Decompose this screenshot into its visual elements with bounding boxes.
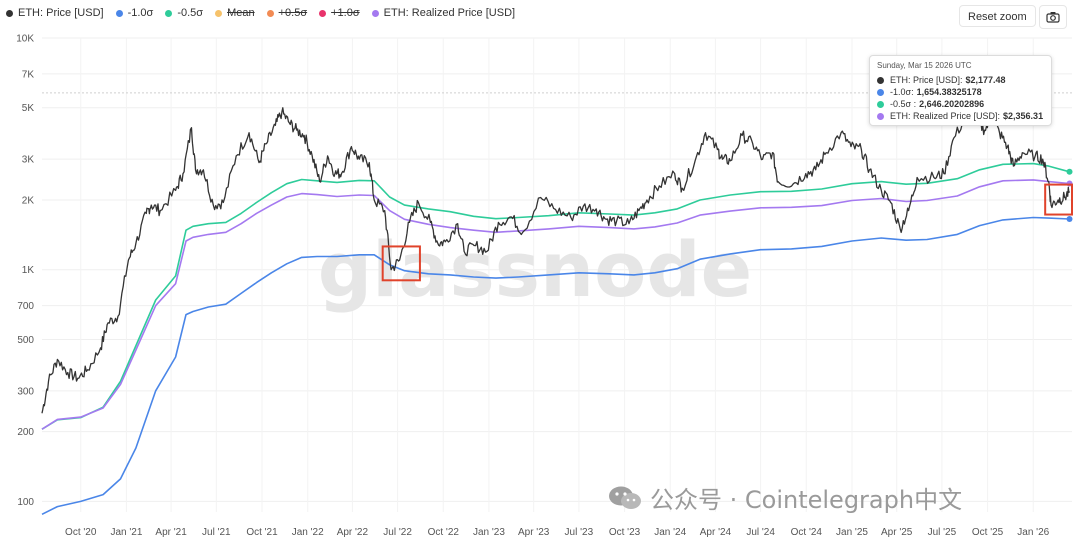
y-tick-label: 2K [22,195,35,206]
legend-label: +1.0σ [331,7,360,19]
tooltip-value: 1,654.38325178 [916,87,982,97]
legend-item-4[interactable]: +0.5σ [266,7,308,19]
y-tick-label: 200 [17,427,34,438]
legend-dot [165,9,173,17]
y-tick-label: 5K [22,103,35,114]
series-line--0-5- [41,162,1070,430]
legend-dot [371,9,379,17]
x-tick-label: Apr '25 [881,527,913,538]
x-tick-label: Jul '24 [746,527,775,538]
chart-legend: ETH: Price [USD] -1.0σ -0.5σ Mean +0.5σ +1.0σ… [6,6,527,20]
tooltip-dot [877,100,884,108]
x-tick-label: Jul '22 [383,527,412,538]
legend-item-2[interactable]: -0.5σ [165,7,203,19]
series-line-eth-realized-price-usd- [41,179,1070,430]
legend-item-1[interactable]: -1.0σ [115,7,154,19]
tooltip-value: 2,646.20202896 [919,99,985,109]
tooltip-dot [877,112,884,120]
tooltip-value: $2,177.48 [965,75,1006,85]
x-tick-label: Oct '25 [972,527,1004,538]
x-tick-label: Jan '22 [292,527,324,538]
x-tick-label: Jan '24 [654,527,686,538]
x-tick-label: Apr '21 [155,527,187,538]
tooltip-date: Sunday, Mar 15 2026 UTC [877,61,972,70]
glassnode-watermark: glassnode [318,225,752,314]
x-tick-label: Oct '24 [791,527,823,538]
x-tick-label: Oct '20 [65,527,97,538]
series-end-marker [1066,216,1073,223]
x-tick-label: Jan '21 [110,527,142,538]
legend-item-6[interactable]: ETH: Realized Price [USD] [371,7,516,19]
y-tick-label: 500 [17,335,34,346]
x-tick-label: Apr '24 [700,527,732,538]
tooltip-row: -0.5σ :2,646.20202896 [877,98,1044,110]
legend-dot [115,9,123,17]
legend-dot [319,9,327,17]
tooltip-row: ETH: Realized Price [USD]: $2,356.31 [877,110,1044,122]
tooltip-dot [877,76,884,84]
tooltip-label: ETH: Realized Price [USD]: [890,111,1001,121]
x-tick-label: Apr '22 [337,527,369,538]
y-tick-label: 700 [17,301,34,312]
x-tick-label: Jan '25 [836,527,868,538]
wechat-icon [609,486,641,509]
x-tick-label: Apr '23 [518,527,550,538]
chart-tooltip: Sunday, Mar 15 2026 UTC ETH: Price [USD]… [869,55,1052,126]
legend-dot [266,9,274,17]
x-tick-label: Jul '21 [202,527,231,538]
tooltip-label: -1.0σ: [890,87,914,97]
x-tick-label: Jan '26 [1017,527,1049,538]
x-tick-label: Oct '21 [246,527,278,538]
series-line-eth-price-usd- [41,107,1071,414]
legend-label: ETH: Realized Price [USD] [383,7,516,19]
x-tick-label: Oct '22 [428,527,460,538]
footer-watermark-text: 公众号 · Cointelegraph中文 [650,486,963,514]
tooltip-row: ETH: Price [USD]: $2,177.48 [877,74,1044,86]
legend-dot [6,9,13,17]
highlight-box [1044,183,1073,216]
series-end-marker [1066,168,1073,175]
x-tick-label: Jan '23 [473,527,505,538]
y-tick-label: 3K [22,155,35,166]
footer-watermark: 公众号 · Cointelegraph中文 [608,480,962,515]
legend-item-5[interactable]: +1.0σ [319,7,360,19]
x-tick-label: Jul '25 [928,527,957,538]
y-tick-label: 300 [17,386,34,397]
legend-label: Mean [227,7,255,19]
x-tick-label: Oct '23 [609,527,641,538]
camera-icon[interactable] [1039,5,1067,29]
series-line--1-0- [41,216,1070,516]
legend-label: -1.0σ [127,7,154,19]
legend-label: -0.5σ [177,7,204,19]
reset-zoom-button[interactable]: Reset zoom [959,5,1036,27]
legend-dot [215,9,223,17]
tooltip-value: $2,356.31 [1003,111,1044,121]
x-tick-label: Jul '23 [565,527,594,538]
tooltip-row: -1.0σ: 1,654.38325178 [877,86,1044,98]
tooltip-dot [877,88,884,96]
y-tick-label: 10K [16,34,34,45]
legend-label: ETH: Price [USD] [18,7,104,19]
y-tick-label: 7K [22,69,35,80]
y-tick-label: 1K [22,265,35,276]
y-tick-label: 100 [17,497,34,508]
legend-label: +0.5σ [278,7,308,19]
legend-item-0[interactable]: ETH: Price [USD] [6,7,104,19]
tooltip-label: ETH: Price [USD]: [890,75,963,85]
tooltip-label: -0.5σ : [890,99,917,109]
legend-item-3[interactable]: Mean [215,7,255,19]
highlight-box [381,245,421,282]
